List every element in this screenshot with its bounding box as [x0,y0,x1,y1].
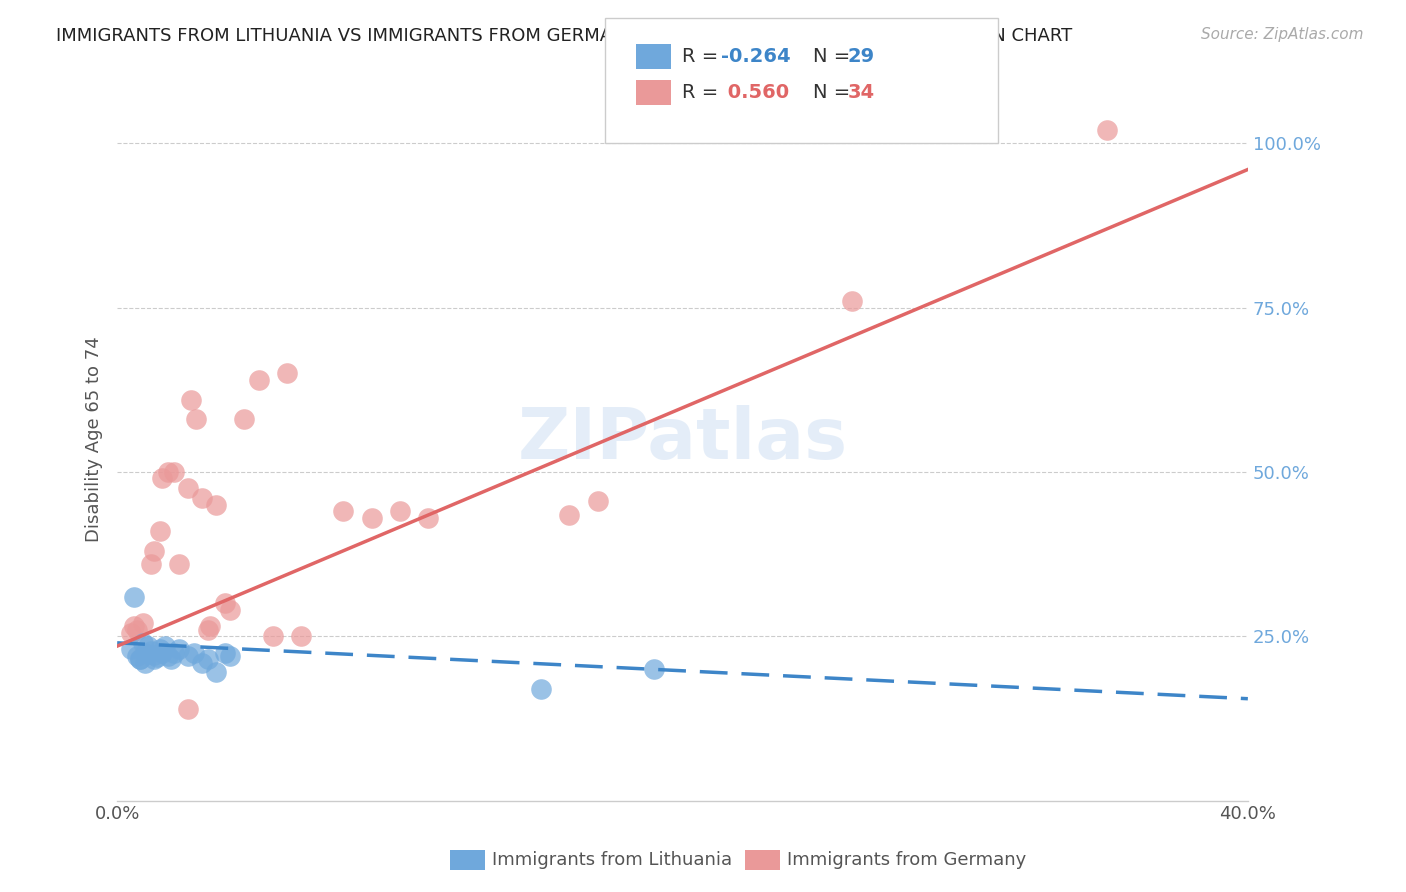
Point [586,494,609,508]
Point [530,681,553,696]
Point [360,511,382,525]
Point [120,626,142,640]
Point [180,392,202,407]
Text: 34: 34 [848,83,875,103]
Point [197,623,219,637]
Point [134,656,156,670]
Text: R =: R = [682,83,724,103]
Point [1095,123,1118,137]
Point [142,543,165,558]
Point [219,648,242,663]
Point [142,648,165,662]
Point [219,603,242,617]
Text: N =: N = [813,46,856,66]
Point [214,596,236,610]
Point [125,623,148,637]
Point [177,481,200,495]
Point [128,652,150,666]
Point [152,646,174,660]
Point [177,701,200,715]
Point [388,504,411,518]
Point [332,504,354,518]
Point [163,465,186,479]
Text: IMMIGRANTS FROM LITHUANIA VS IMMIGRANTS FROM GERMANY DISABILITY AGE 65 TO 74 COR: IMMIGRANTS FROM LITHUANIA VS IMMIGRANTS … [56,27,1073,45]
Point [186,412,208,426]
Point [157,465,180,479]
Point [120,642,142,657]
Text: 0.560: 0.560 [721,83,789,103]
Point [214,646,236,660]
Point [139,557,162,571]
Point [163,646,186,660]
Point [262,629,284,643]
Point [233,412,256,426]
Y-axis label: Disability Age 65 to 74: Disability Age 65 to 74 [86,336,103,542]
Point [131,636,153,650]
Point [157,648,180,663]
Point [290,629,312,643]
Point [205,665,228,680]
Point [149,524,172,538]
Point [183,646,205,660]
Point [122,590,145,604]
Point [169,557,191,571]
Point [136,639,159,653]
Point [169,642,191,657]
Text: Immigrants from Lithuania: Immigrants from Lithuania [492,851,733,869]
Point [191,491,214,506]
Point [177,648,200,663]
Text: N =: N = [813,83,856,103]
Point [558,508,581,522]
Point [145,650,167,665]
Point [125,648,148,663]
Point [139,644,162,658]
Point [841,293,863,308]
Point [134,646,156,660]
Point [416,511,439,525]
Point [247,373,270,387]
Point [131,616,153,631]
Text: 29: 29 [848,46,875,66]
Point [200,619,222,633]
Point [191,656,214,670]
Text: Immigrants from Germany: Immigrants from Germany [787,851,1026,869]
Text: ZIPatlas: ZIPatlas [517,405,848,474]
Point [205,498,228,512]
Text: Source: ZipAtlas.com: Source: ZipAtlas.com [1201,27,1364,42]
Text: R =: R = [682,46,724,66]
Point [276,366,298,380]
Point [152,471,174,485]
Point [142,652,165,666]
Point [128,652,150,666]
Text: -0.264: -0.264 [721,46,792,66]
Point [155,639,177,653]
Point [160,652,183,666]
Point [149,642,172,657]
Point [643,662,665,676]
Point [197,652,219,666]
Point [122,619,145,633]
